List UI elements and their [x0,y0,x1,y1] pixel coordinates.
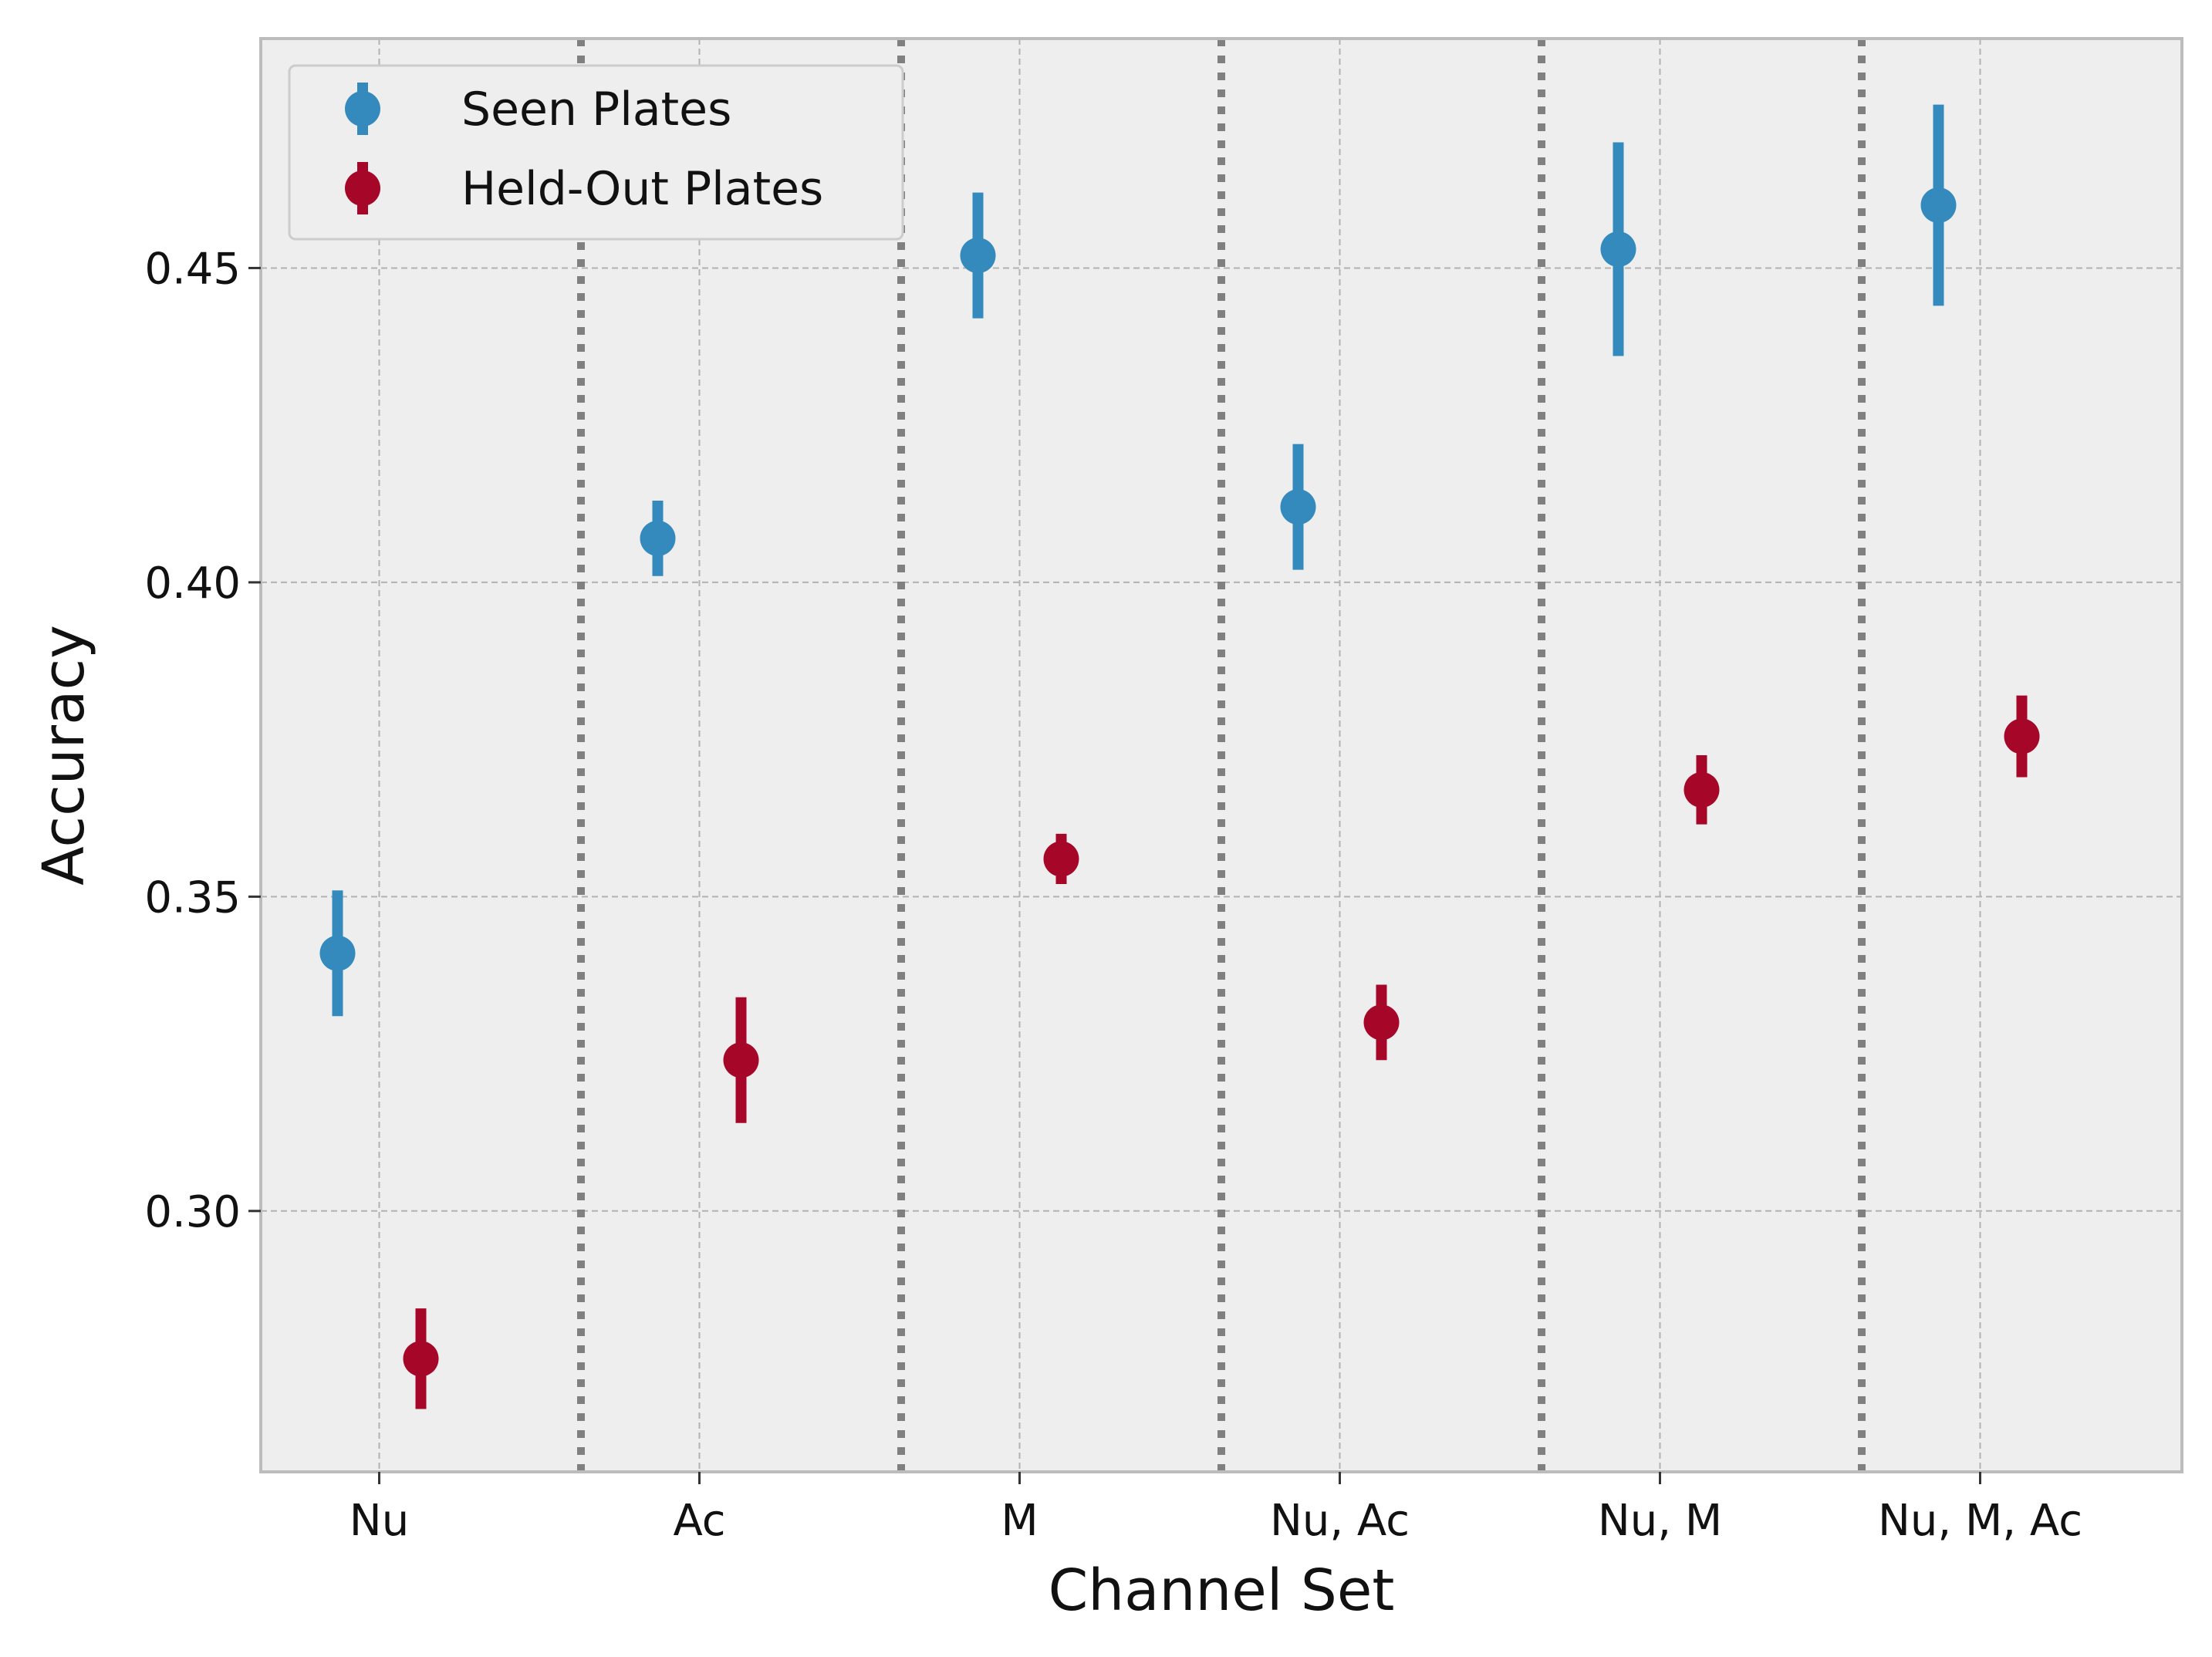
x-tick-label: Nu, Ac [1270,1496,1410,1546]
held-out-plates-point [403,1341,439,1377]
x-axis-label: Channel Set [1049,1557,1395,1624]
seen-plates-point [1920,187,1957,223]
held-out-plates-point [2004,718,2040,754]
seen-plates-point [1600,231,1636,267]
x-tick-label: Nu, M, Ac [1878,1496,2082,1546]
x-tick-label: Nu [350,1496,409,1546]
x-tick-label: Ac [673,1496,725,1546]
seen-plates-point [319,935,356,971]
seen-plates-point [1280,489,1316,525]
seen-plates-point [640,520,676,556]
held-out-plates-point [1363,1004,1400,1041]
y-tick-label: 0.40 [144,559,241,609]
seen-plates-legend-marker [345,91,380,127]
seen-plates-legend-label: Seen Plates [461,83,731,137]
held-out-plates-legend-marker [345,170,380,206]
category-separators [577,39,1866,1472]
held-out-plates-point [1683,771,1720,808]
held-out-plates-point [723,1042,759,1078]
x-tick-label: Nu, M [1598,1496,1722,1546]
tick-labels: 0.30 0.35 0.40 0.45 Nu Ac M Nu, Ac Nu, M Nu, M, A… [144,244,2082,1546]
y-tick-label: 0.35 [144,872,241,923]
held-out-plates-legend-label: Held-Out Plates [461,162,823,216]
y-axis-label: Accuracy [31,625,97,886]
held-out-plates-point [1043,841,1079,877]
legend: Seen Plates Held-Out Plates [288,64,904,241]
plot-frame [259,37,2183,1473]
legend-box [288,64,904,241]
y-tick-label: 0.30 [144,1187,241,1237]
data-points [319,187,2040,1377]
x-tick-label: M [1001,1496,1038,1546]
seen-plates-point [960,238,996,274]
ticks [248,266,1981,1484]
y-tick-label: 0.45 [144,244,241,294]
